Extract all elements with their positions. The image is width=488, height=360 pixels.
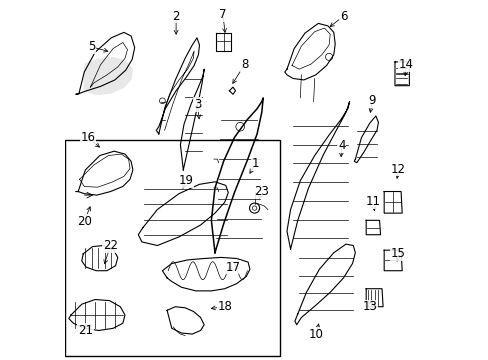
Text: 22: 22 (103, 239, 118, 252)
Text: 21: 21 (78, 324, 93, 337)
Text: 23: 23 (254, 185, 269, 198)
Text: 11: 11 (365, 195, 380, 208)
Bar (65, 140, 280, 356)
Text: 8: 8 (240, 58, 248, 71)
Text: 17: 17 (225, 261, 240, 274)
Text: 1: 1 (251, 157, 259, 170)
Text: 18: 18 (217, 300, 232, 313)
Polygon shape (84, 58, 132, 94)
Text: 7: 7 (219, 8, 226, 21)
Text: 15: 15 (390, 247, 405, 260)
Text: 19: 19 (178, 174, 193, 187)
Text: 13: 13 (362, 300, 376, 313)
Text: 4: 4 (337, 139, 345, 152)
Text: 16: 16 (80, 131, 95, 144)
Text: 10: 10 (308, 328, 323, 341)
Text: 12: 12 (390, 163, 405, 176)
Text: 6: 6 (339, 10, 346, 23)
Text: 3: 3 (194, 98, 201, 111)
Text: 20: 20 (77, 215, 92, 228)
Text: 2: 2 (172, 10, 180, 23)
Text: 5: 5 (88, 40, 95, 53)
Text: 14: 14 (398, 58, 413, 71)
Text: 9: 9 (368, 94, 375, 107)
